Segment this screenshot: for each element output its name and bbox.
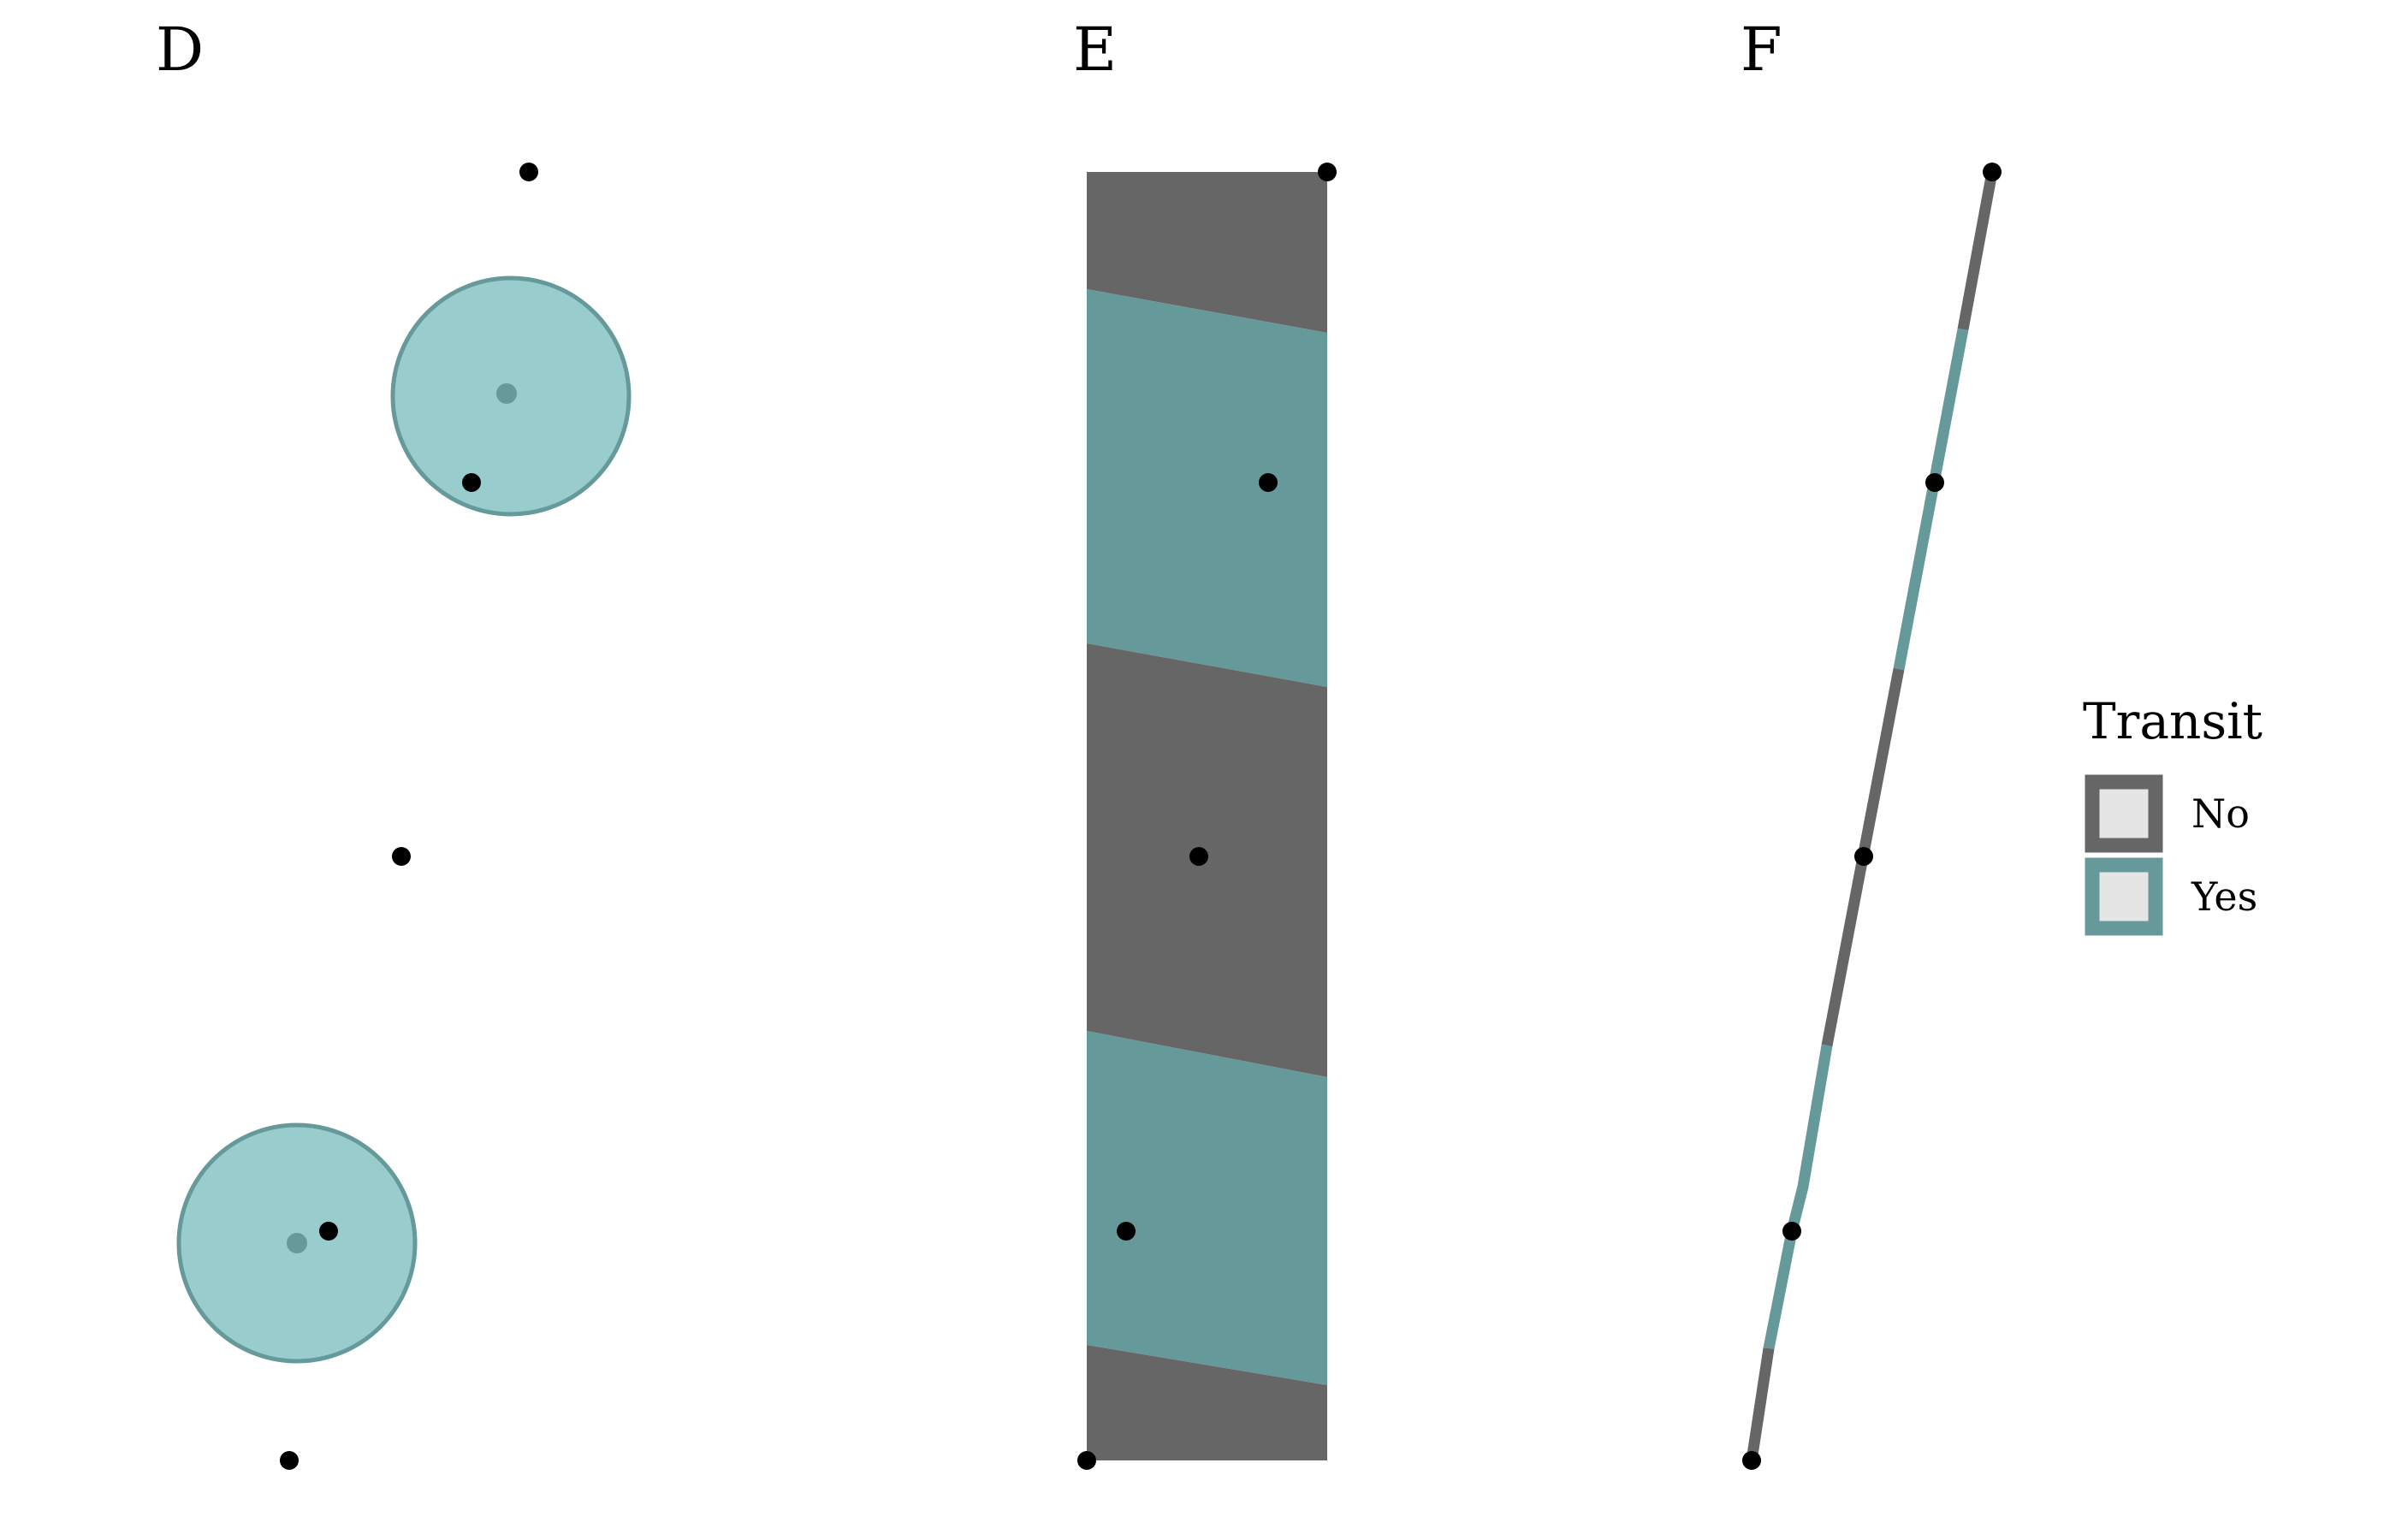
buffer-center-upper: [496, 383, 517, 404]
route-point: [1983, 163, 2002, 181]
route-point: [1117, 1222, 1136, 1241]
legend-label-no: No: [2191, 791, 2250, 837]
panel-f-label: F: [1741, 15, 1782, 85]
legend-label-yes: Yes: [2191, 874, 2257, 920]
legend-item-yes: Yes: [2085, 857, 2257, 936]
panel-e: E: [1073, 15, 1337, 1470]
panel-d: D: [156, 15, 632, 1470]
panel-e-label: E: [1073, 15, 1117, 85]
panel-f: F: [1741, 15, 2002, 1470]
route-segment-no: [1957, 170, 1998, 331]
route-point: [319, 1222, 338, 1241]
route-segment-yes: [1893, 328, 1969, 671]
legend-key-no: [2085, 774, 2163, 853]
route-point: [519, 163, 538, 181]
band-no: [1087, 1345, 1327, 1460]
route-point: [1742, 1451, 1761, 1470]
route-point: [1189, 847, 1208, 866]
route-point: [1318, 163, 1337, 181]
route-point: [1259, 473, 1278, 492]
band-no: [1087, 172, 1327, 333]
band-yes: [1087, 289, 1327, 687]
route-point: [392, 847, 411, 866]
route-point: [1782, 1222, 1801, 1241]
legend-item-no: No: [2085, 774, 2250, 853]
panel-d-label: D: [156, 15, 204, 85]
buffer-center-lower: [287, 1233, 307, 1253]
route-point: [1925, 473, 1944, 492]
band-yes: [1087, 1031, 1327, 1385]
route-point: [1854, 847, 1873, 866]
legend: Transit No Yes: [2083, 692, 2263, 936]
route-segment-yes: [1763, 1044, 1833, 1350]
route-point: [280, 1451, 299, 1470]
route-segment-no: [1746, 1348, 1775, 1461]
route-point: [1077, 1451, 1096, 1470]
legend-title: Transit: [2083, 692, 2263, 750]
legend-key-yes: [2085, 857, 2163, 936]
route-point: [462, 473, 481, 492]
